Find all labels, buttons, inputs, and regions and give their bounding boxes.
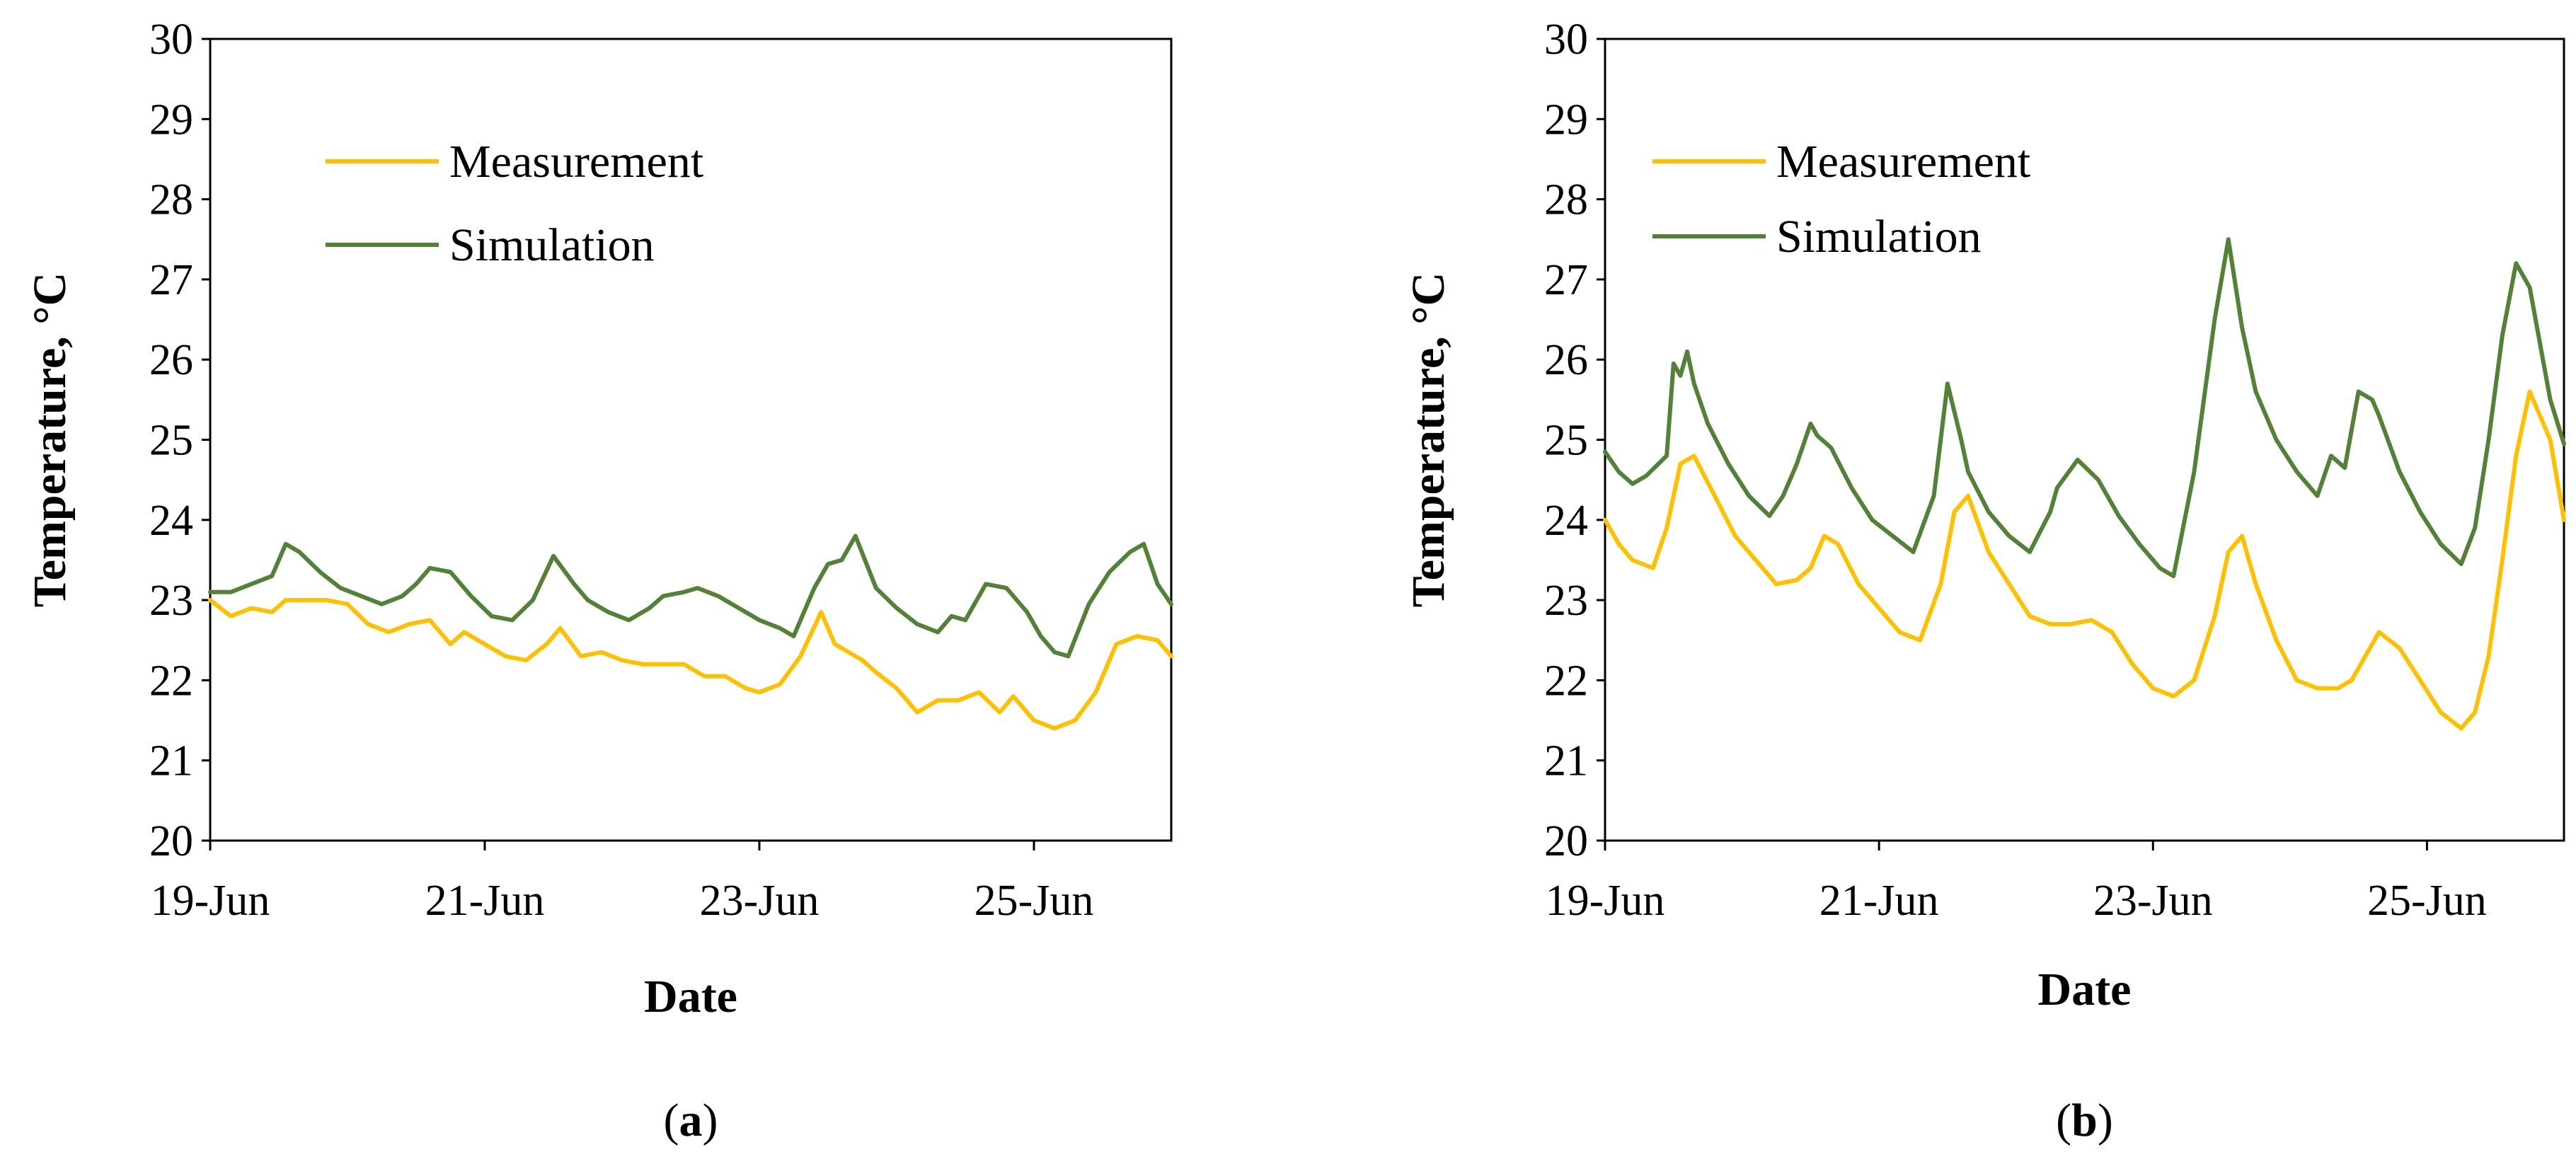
y-axis-title: Temperature, °C [24,272,76,608]
y-tick-label: 24 [149,497,193,545]
x-tick-label: 19-Jun [151,877,270,925]
legend-label-simulation: Simulation [1776,211,1982,263]
y-tick-label: 20 [149,817,193,865]
y-tick-label: 30 [1544,16,1588,64]
panel-label-open-paren: ( [2056,1095,2071,1146]
y-tick-label: 22 [149,657,193,705]
y-tick-label: 25 [1544,417,1588,465]
legend: Measurement Simulation [1652,136,2030,263]
y-tick-label: 27 [1544,256,1588,304]
panel-label: (b) [2056,1095,2113,1146]
x-tick-label: 25-Jun [974,877,1094,925]
panel-label-letter: a [679,1095,703,1146]
x-tick-label: 23-Jun [700,877,820,925]
y-tick-label: 27 [149,256,193,304]
y-tick-label: 23 [1544,577,1588,625]
series-line-measurement [208,598,1173,731]
panel-label-open-paren: ( [664,1095,679,1146]
x-tick-label: 21-Jun [425,877,545,925]
x-tick-label: 19-Jun [1546,877,1665,925]
y-tick-label: 22 [1544,657,1588,705]
x-axis-title: Date [2038,964,2132,1015]
series-line-simulation [208,534,1173,659]
chart-panel-b: 20 21 22 23 24 25 26 27 28 29 30 19-Jun 21-Jun 23-Jun… [1403,16,2566,1146]
panel-label-letter: b [2071,1095,2098,1146]
y-tick-label: 24 [1544,497,1588,545]
y-tick-label: 29 [1544,96,1588,144]
x-tick-label: 23-Jun [2093,877,2213,925]
y-tick-label: 20 [1544,817,1588,865]
chart-panel-a: 20 21 22 23 24 25 26 27 28 29 30 19-Jun 21-Jun 23-Jun… [24,16,1173,1146]
series-line-measurement [1603,389,2566,731]
y-axis-title: Temperature, °C [1403,272,1454,608]
panel-label-close-paren: ) [703,1095,718,1146]
legend-label-measurement: Measurement [1776,136,2030,188]
x-axis-title: Date [644,971,737,1022]
y-tick-label: 21 [149,737,193,785]
plot-area-frame [1604,38,2565,842]
legend: Measurement Simulation [326,136,703,271]
legend-label-measurement: Measurement [449,136,703,188]
y-tick-label: 26 [1544,336,1588,384]
x-tick-label: 21-Jun [1819,877,1939,925]
y-tick-label: 28 [149,176,193,224]
y-tick-label: 23 [149,577,193,625]
y-tick-label: 29 [149,96,193,144]
y-tick-label: 30 [149,16,193,64]
panel-label: (a) [664,1095,718,1146]
legend-label-simulation: Simulation [449,219,655,271]
y-tick-label: 26 [149,336,193,384]
y-tick-label: 28 [1544,176,1588,224]
x-tick-label: 25-Jun [2367,877,2487,925]
panel-label-close-paren: ) [2098,1095,2113,1146]
series-line-simulation [1603,237,2566,579]
y-tick-label: 21 [1544,737,1588,785]
y-tick-label: 25 [149,417,193,465]
